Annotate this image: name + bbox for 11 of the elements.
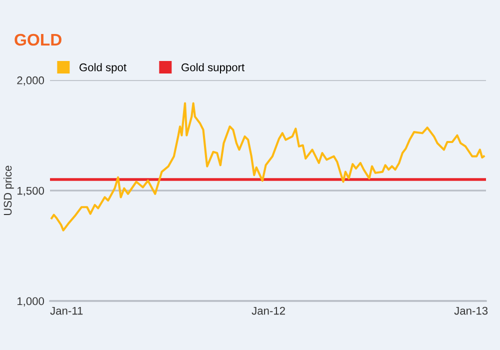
x-tick-label: Jan-12 <box>252 306 285 315</box>
y-axis-title: USD price <box>4 166 14 216</box>
x-tick-label: Jan-11 <box>50 306 83 315</box>
line-series <box>50 102 485 232</box>
legend-label: Gold spot <box>80 63 126 74</box>
y-tick-label: 2,000 <box>17 76 44 86</box>
x-tick-label: Jan-13 <box>454 306 488 315</box>
chart-title: GOLD <box>14 34 62 46</box>
y-tick-label: 1,000 <box>17 297 44 306</box>
legend-label: Gold support <box>182 63 245 74</box>
y-tick-label: 1,500 <box>17 186 44 196</box>
